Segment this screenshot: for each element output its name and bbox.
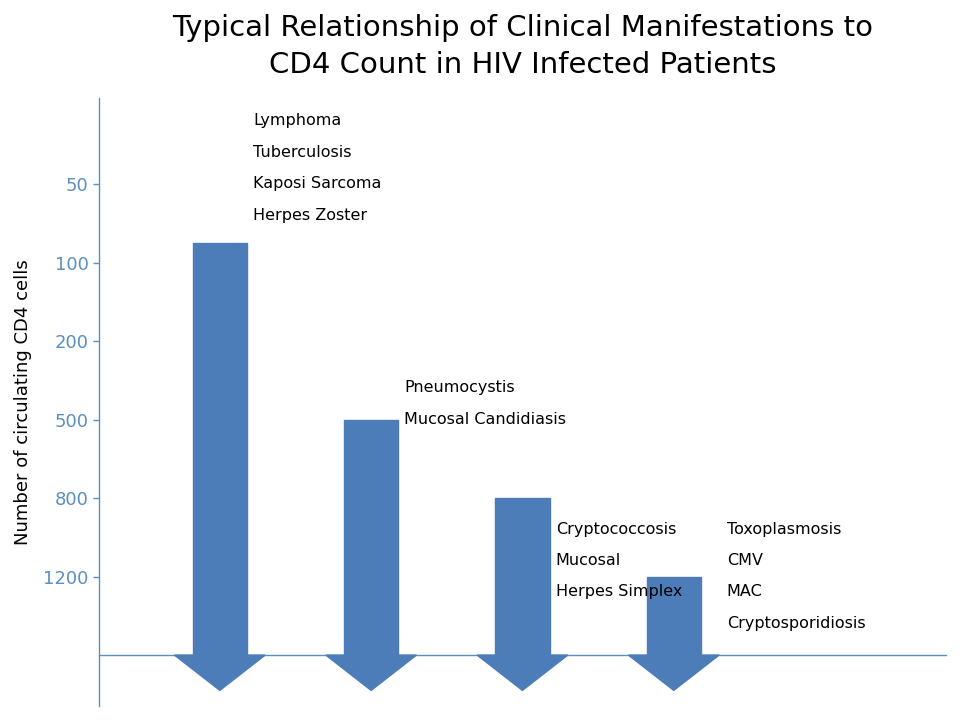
Polygon shape: [344, 420, 398, 655]
Polygon shape: [175, 655, 265, 690]
Text: Pneumocystis: Pneumocystis: [404, 380, 516, 395]
Text: Toxoplasmosis: Toxoplasmosis: [727, 521, 841, 536]
Title: Typical Relationship of Clinical Manifestations to
CD4 Count in HIV Infected Pat: Typical Relationship of Clinical Manifes…: [172, 14, 873, 78]
Polygon shape: [193, 243, 247, 655]
Text: CMV: CMV: [727, 553, 762, 568]
Text: Cryptococcosis: Cryptococcosis: [556, 521, 676, 536]
Polygon shape: [646, 577, 701, 655]
Text: Mucosal: Mucosal: [556, 553, 621, 568]
Polygon shape: [325, 655, 417, 690]
Polygon shape: [629, 655, 719, 690]
Text: MAC: MAC: [727, 585, 762, 600]
Polygon shape: [495, 498, 550, 655]
Text: Mucosal Candidiasis: Mucosal Candidiasis: [404, 412, 566, 427]
Text: Lymphoma: Lymphoma: [253, 113, 342, 128]
Text: Tuberculosis: Tuberculosis: [253, 145, 351, 160]
Text: Herpes Simplex: Herpes Simplex: [556, 585, 683, 600]
Y-axis label: Number of circulating CD4 cells: Number of circulating CD4 cells: [13, 259, 32, 545]
Polygon shape: [477, 655, 568, 690]
Text: Cryptosporidiosis: Cryptosporidiosis: [727, 616, 865, 631]
Text: Kaposi Sarcoma: Kaposi Sarcoma: [253, 176, 381, 192]
Text: Herpes Zoster: Herpes Zoster: [253, 207, 368, 222]
